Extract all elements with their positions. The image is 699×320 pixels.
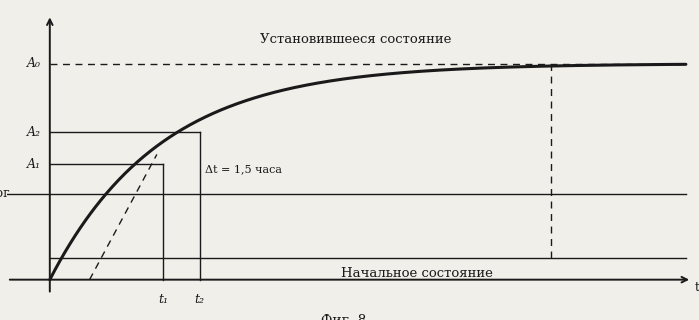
Text: Начальное состояние: Начальное состояние	[341, 268, 493, 280]
Text: A₂: A₂	[27, 126, 41, 139]
Text: Δt = 1,5 часа: Δt = 1,5 часа	[205, 164, 282, 174]
Text: t₁: t₁	[158, 293, 168, 306]
Text: Порог: Порог	[0, 187, 10, 200]
Text: A₁: A₁	[27, 158, 41, 171]
Text: A₀: A₀	[27, 57, 41, 70]
Text: Установившееся состояние: Установившееся состояние	[260, 33, 452, 45]
Text: t₂: t₂	[194, 293, 205, 306]
Text: Фиг. 8: Фиг. 8	[321, 314, 366, 320]
Text: t, час: t, час	[695, 281, 699, 293]
